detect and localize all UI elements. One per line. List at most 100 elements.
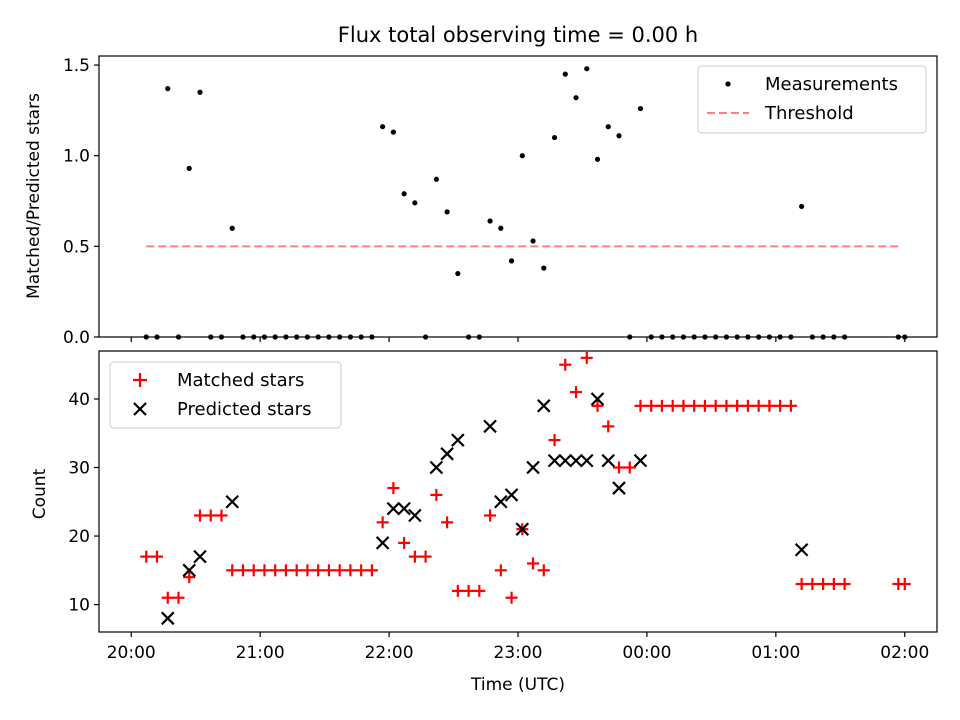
top-panel: 0.0 0.5 1.0 1.5 Matched/Predicted stars Mea… [24, 55, 938, 348]
x-tick-label: 00:00 [622, 643, 671, 663]
measurement-point [702, 334, 708, 340]
y-tick-label: 30 [68, 459, 90, 479]
legend-predicted-marker [133, 402, 147, 416]
matched-star-point [301, 564, 314, 577]
matched-star-point [817, 578, 830, 591]
predicted-star-point [182, 563, 197, 578]
measurement-point [508, 258, 515, 264]
legend-measurements-marker [725, 81, 731, 87]
measurement-point [197, 89, 203, 95]
matched-star-point [527, 557, 540, 570]
predicted-star-point [569, 453, 583, 468]
predicted-star-point [526, 460, 540, 475]
matched-star-point [677, 399, 690, 412]
measurement-point [799, 203, 805, 210]
measurement-point [165, 86, 171, 92]
matched-star-point [419, 550, 432, 563]
measurement-point [315, 334, 321, 340]
predicted-star-point [160, 611, 175, 626]
measurement-point [831, 334, 837, 340]
measurement-point [455, 270, 461, 277]
matched-star-point [279, 564, 292, 577]
bottom-x-axis: 20:00 21:00 22:00 23:00 00:00 01:00 02:00 [107, 632, 929, 663]
measurement-point [584, 66, 590, 72]
matched-star-point [634, 399, 647, 412]
predicted-star-point [429, 460, 444, 475]
top-series [143, 66, 908, 340]
predicted-star-point [397, 501, 411, 516]
matched-star-point [290, 564, 303, 577]
predicted-star-point [612, 481, 626, 495]
matched-star-point [752, 399, 765, 412]
measurement-point [605, 124, 611, 130]
matched-star-point [236, 564, 249, 577]
measurement-point [573, 95, 579, 101]
y-tick-label: 0.5 [63, 237, 90, 257]
matched-star-point [612, 461, 625, 474]
matched-star-point [645, 399, 658, 412]
top-x-axis [130, 337, 906, 342]
matched-star-point [473, 584, 486, 597]
matched-star-point [333, 564, 346, 577]
measurement-point [659, 334, 665, 340]
measurement-point [637, 105, 644, 112]
measurement-point [713, 334, 719, 340]
predicted-star-point [451, 433, 465, 447]
top-legend-box [697, 65, 927, 134]
matched-star-point [537, 564, 550, 577]
measurement-point [820, 334, 826, 340]
measurement-point [465, 334, 472, 340]
legend-predicted-label: Predicted stars [177, 399, 311, 420]
y-tick-label: 0.0 [63, 328, 90, 348]
x-tick-label: 02:00 [880, 643, 929, 663]
measurement-point [261, 334, 268, 340]
measurement-point [691, 334, 697, 340]
matched-star-point [430, 488, 443, 501]
measurement-point [530, 238, 536, 244]
measurement-point [326, 334, 332, 340]
measurement-point [842, 334, 848, 340]
measurement-point [272, 334, 278, 340]
measurement-point [444, 209, 450, 215]
matched-star-point [441, 516, 454, 529]
predicted-star-point [794, 542, 809, 557]
measurement-point [476, 334, 482, 340]
measurement-point [175, 334, 182, 340]
bottom-y-axis-label: Count [30, 468, 50, 519]
predicted-star-point [193, 549, 207, 564]
matched-star-point [226, 564, 239, 577]
measurement-point [541, 265, 547, 271]
matched-star-point [355, 564, 368, 577]
measurement-point [670, 334, 676, 340]
legend-matched-label: Matched stars [177, 370, 304, 391]
legend-measurements-label: Measurements [765, 74, 898, 95]
measurement-point [648, 334, 654, 340]
matched-star-point [602, 420, 615, 433]
measurement-point [347, 334, 353, 340]
measurement-point [766, 334, 773, 340]
matched-star-point [462, 584, 475, 597]
measurement-point [734, 334, 740, 340]
x-tick-label: 22:00 [365, 643, 414, 663]
x-tick-label: 01:00 [751, 643, 800, 663]
legend-matched-marker [133, 373, 147, 387]
matched-star-point [484, 509, 497, 522]
x-tick-label: 20:00 [107, 643, 156, 663]
x-tick-label: 23:00 [494, 643, 543, 663]
matched-star-point [741, 399, 754, 412]
top-legend: Measurements Threshold [697, 65, 927, 134]
y-tick-label: 10 [68, 596, 90, 616]
measurement-point [412, 200, 418, 206]
measurement-point [390, 129, 396, 135]
measurement-point [218, 334, 225, 340]
measurement-point [562, 71, 568, 77]
matched-star-point [183, 571, 196, 584]
matched-star-point [365, 564, 378, 577]
chart-title: Flux total observing time = 0.00 h [338, 23, 698, 47]
predicted-star-point [590, 392, 605, 406]
matched-star-point [322, 564, 335, 577]
matched-star-point [494, 564, 507, 577]
measurement-point [380, 124, 386, 130]
matched-star-point [898, 578, 911, 591]
matched-star-point [838, 578, 851, 591]
